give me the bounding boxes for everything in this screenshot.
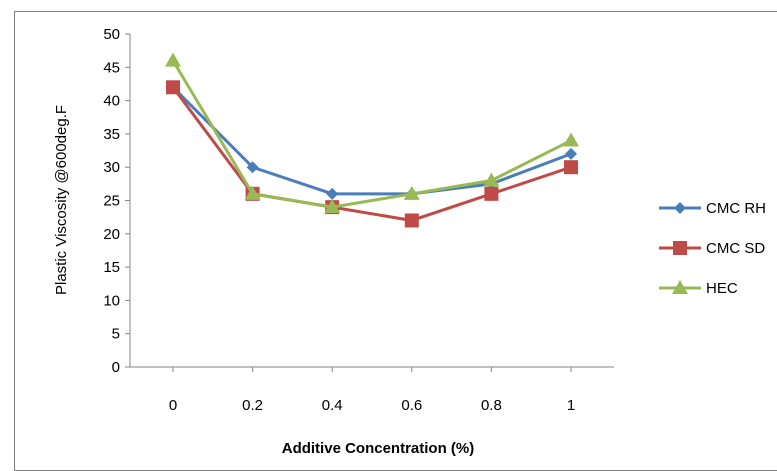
y-tick-label: 15 xyxy=(103,259,120,276)
data-point-cmc-rh xyxy=(326,187,339,200)
y-tick-label: 40 xyxy=(103,93,120,110)
y-tick-label: 45 xyxy=(103,59,120,76)
y-axis-title: Plastic Viscosity @600deg.F xyxy=(53,105,70,295)
x-tick-label: 0 xyxy=(169,397,177,414)
legend-label: HEC xyxy=(706,280,738,297)
y-tick-label: 25 xyxy=(103,193,120,210)
data-point-cmc-rh xyxy=(565,147,577,160)
series-line-cmc-sd xyxy=(171,86,572,222)
series-line-cmc-rh xyxy=(171,86,572,196)
y-tick-label: 0 xyxy=(112,359,120,376)
series-cmc-rh xyxy=(167,81,577,200)
legend-label: CMC SD xyxy=(706,240,765,257)
data-point-cmc-sd xyxy=(484,186,499,201)
x-axis-ticks: 0 0.2 0.4 0.6 0.8 1 xyxy=(169,367,575,414)
data-point-hec xyxy=(403,185,420,200)
legend-marker xyxy=(673,241,687,255)
y-tick-label: 30 xyxy=(103,159,120,176)
data-point-hec xyxy=(324,199,341,214)
data-point-hec xyxy=(244,185,261,200)
line-chart: 0 5 10 15 20 25 30 35 40 45 50 0 0.2 0.4 0.6 0.8 1 CMC … xyxy=(53,26,766,457)
data-point-cmc-sd xyxy=(404,213,419,228)
data-point-cmc-rh xyxy=(246,161,259,174)
y-tick-label: 10 xyxy=(103,292,120,309)
data-point-hec xyxy=(165,52,181,67)
data-point-cmc-sd xyxy=(564,160,578,175)
legend-item-cmc-rh: CMC RH xyxy=(659,200,766,217)
y-tick-label: 5 xyxy=(112,326,120,343)
axes xyxy=(129,34,614,368)
legend-marker xyxy=(672,280,688,294)
chart-frame xyxy=(14,11,777,471)
y-axis-ticks: 0 5 10 15 20 25 30 35 40 45 50 xyxy=(103,26,130,376)
x-tick-label: 0.6 xyxy=(401,397,422,414)
legend-item-cmc-sd: CMC SD xyxy=(659,240,765,257)
data-point-cmc-sd xyxy=(166,80,180,95)
legend: CMC RH CMC SD HEC xyxy=(659,200,766,297)
series-hec xyxy=(165,52,579,214)
legend-item-hec: HEC xyxy=(659,280,738,297)
x-tick-label: 1 xyxy=(567,397,575,414)
legend-marker xyxy=(674,202,686,214)
x-tick-label: 0.2 xyxy=(242,397,263,414)
series-line-hec xyxy=(171,59,572,209)
y-tick-label: 20 xyxy=(103,226,120,243)
legend-label: CMC RH xyxy=(706,200,766,217)
x-tick-label: 0.8 xyxy=(481,397,502,414)
y-tick-label: 50 xyxy=(103,26,120,43)
series-group xyxy=(165,52,579,228)
data-point-hec xyxy=(483,172,500,187)
x-axis-title: Additive Concentration (%) xyxy=(282,440,475,457)
x-tick-label: 0.4 xyxy=(322,397,343,414)
y-tick-label: 35 xyxy=(103,126,120,143)
data-point-hec xyxy=(563,132,579,147)
